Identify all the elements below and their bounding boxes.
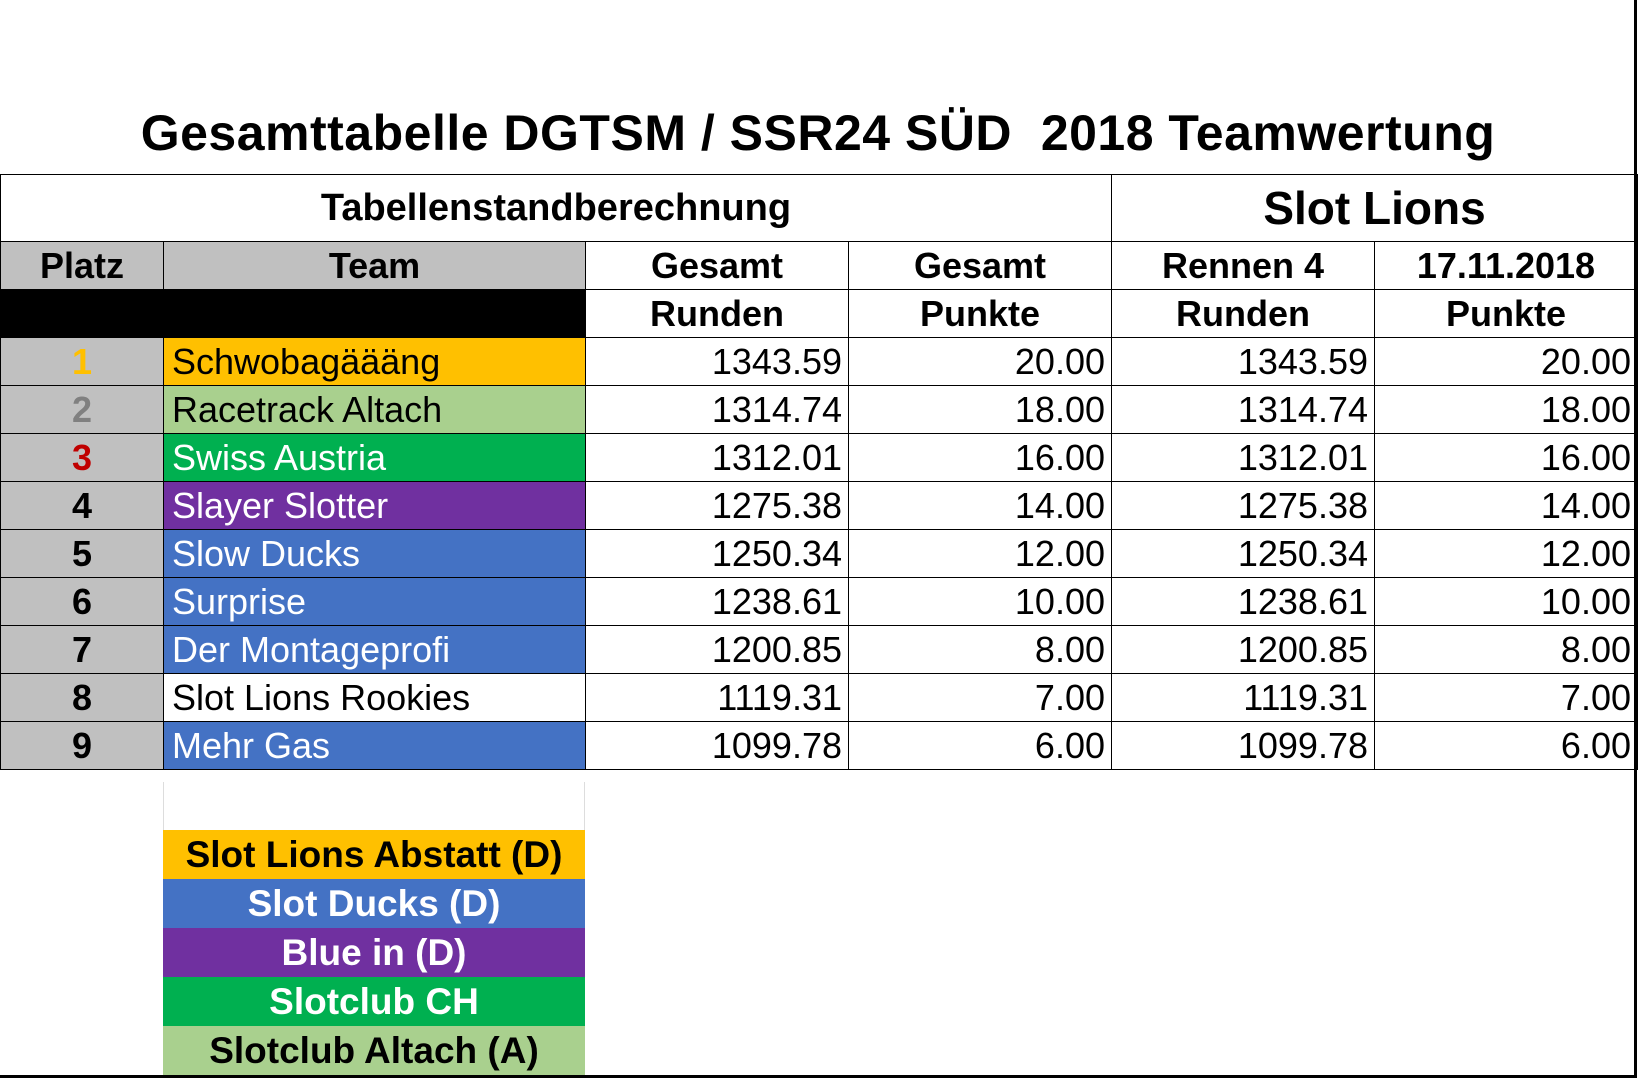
team-cell: Slow Ducks	[163, 529, 586, 578]
gesamt-runden-cell: 1250.34	[585, 529, 849, 578]
header-rennen: Rennen 4	[1111, 241, 1375, 290]
gesamt-punkte-cell: 12.00	[848, 529, 1112, 578]
rennen-runden-cell: 1119.31	[1111, 673, 1375, 722]
header-row-2: Runden Punkte Runden Punkte	[0, 289, 1638, 338]
legend-spacer	[163, 782, 585, 830]
gesamt-runden-cell: 1238.61	[585, 577, 849, 626]
rennen-punkte-cell: 12.00	[1374, 529, 1638, 578]
header-runden-2: Runden	[1111, 289, 1375, 338]
gesamt-runden-cell: 1200.85	[585, 625, 849, 674]
gesamt-punkte-cell: 6.00	[848, 721, 1112, 770]
table-row: 7 Der Montageprofi 1200.85 8.00 1200.85 8.00	[0, 625, 1638, 674]
section-title-calculation: Tabellenstandberechnung	[0, 174, 1112, 242]
rennen-punkte-cell: 16.00	[1374, 433, 1638, 482]
gesamt-runden-cell: 1099.78	[585, 721, 849, 770]
gesamt-runden-cell: 1312.01	[585, 433, 849, 482]
rennen-runden-cell: 1343.59	[1111, 337, 1375, 386]
table-row: 5 Slow Ducks 1250.34 12.00 1250.34 12.00	[0, 529, 1638, 578]
table-row: 1 Schwobagäääng 1343.59 20.00 1343.59 20.00	[0, 337, 1638, 386]
gesamt-runden-cell: 1119.31	[585, 673, 849, 722]
section-title-host: Slot Lions	[1111, 174, 1638, 242]
gesamt-punkte-cell: 20.00	[848, 337, 1112, 386]
table-row: 8 Slot Lions Rookies 1119.31 7.00 1119.31 7.0…	[0, 673, 1638, 722]
header-runden-1: Runden	[585, 289, 849, 338]
gesamt-punkte-cell: 8.00	[848, 625, 1112, 674]
rennen-runden-cell: 1200.85	[1111, 625, 1375, 674]
team-cell: Slayer Slotter	[163, 481, 586, 530]
rennen-punkte-cell: 8.00	[1374, 625, 1638, 674]
rennen-punkte-cell: 18.00	[1374, 385, 1638, 434]
rennen-runden-cell: 1275.38	[1111, 481, 1375, 530]
header-gesamt-runden: Gesamt	[585, 241, 849, 290]
platz-cell: 6	[0, 577, 164, 626]
header-punkte-1: Punkte	[848, 289, 1112, 338]
gesamt-punkte-cell: 10.00	[848, 577, 1112, 626]
platz-cell: 3	[0, 433, 164, 482]
team-cell: Racetrack Altach	[163, 385, 586, 434]
platz-cell: 9	[0, 721, 164, 770]
header-team: Team	[163, 241, 586, 290]
platz-cell: 4	[0, 481, 164, 530]
rennen-punkte-cell: 10.00	[1374, 577, 1638, 626]
table-row: 4 Slayer Slotter 1275.38 14.00 1275.38 14.00	[0, 481, 1638, 530]
platz-cell: 8	[0, 673, 164, 722]
table-row: 3 Swiss Austria 1312.01 16.00 1312.01 16.00	[0, 433, 1638, 482]
gesamt-punkte-cell: 14.00	[848, 481, 1112, 530]
legend-item: Slot Lions Abstatt (D)	[163, 830, 585, 879]
platz-cell: 2	[0, 385, 164, 434]
gesamt-runden-cell: 1343.59	[585, 337, 849, 386]
platz-cell: 1	[0, 337, 164, 386]
legend-item: Slotclub CH	[163, 977, 585, 1026]
section-row: Tabellenstandberechnung Slot Lions	[0, 174, 1638, 242]
header-team-sub	[163, 289, 586, 338]
header-platz: Platz	[0, 241, 164, 290]
legend-item: Slot Ducks (D)	[163, 879, 585, 928]
rennen-punkte-cell: 6.00	[1374, 721, 1638, 770]
club-color-legend: Slot Lions Abstatt (D) Slot Ducks (D) Blue…	[163, 782, 585, 1075]
rennen-punkte-cell: 14.00	[1374, 481, 1638, 530]
rennen-runden-cell: 1238.61	[1111, 577, 1375, 626]
rennen-runden-cell: 1099.78	[1111, 721, 1375, 770]
team-cell: Der Montageprofi	[163, 625, 586, 674]
rennen-runden-cell: 1312.01	[1111, 433, 1375, 482]
rennen-punkte-cell: 20.00	[1374, 337, 1638, 386]
gesamt-punkte-cell: 16.00	[848, 433, 1112, 482]
gesamt-runden-cell: 1314.74	[585, 385, 849, 434]
platz-cell: 7	[0, 625, 164, 674]
header-row-1: Platz Team Gesamt Gesamt Rennen 4 17.11.…	[0, 241, 1638, 290]
team-cell: Slot Lions Rookies	[163, 673, 586, 722]
rennen-runden-cell: 1314.74	[1111, 385, 1375, 434]
team-cell: Schwobagäääng	[163, 337, 586, 386]
header-punkte-2: Punkte	[1374, 289, 1638, 338]
table-row: 2 Racetrack Altach 1314.74 18.00 1314.74 18.0…	[0, 385, 1638, 434]
legend-item: Blue in (D)	[163, 928, 585, 977]
legend-item: Slotclub Altach (A)	[163, 1026, 585, 1075]
team-cell: Swiss Austria	[163, 433, 586, 482]
header-gesamt-punkte: Gesamt	[848, 241, 1112, 290]
rennen-runden-cell: 1250.34	[1111, 529, 1375, 578]
gesamt-runden-cell: 1275.38	[585, 481, 849, 530]
platz-cell: 5	[0, 529, 164, 578]
gesamt-punkte-cell: 7.00	[848, 673, 1112, 722]
page-title: Gesamttabelle DGTSM / SSR24 SÜD 2018 Tea…	[140, 105, 1496, 161]
team-cell: Surprise	[163, 577, 586, 626]
gesamt-punkte-cell: 18.00	[848, 385, 1112, 434]
header-date: 17.11.2018	[1374, 241, 1638, 290]
rennen-punkte-cell: 7.00	[1374, 673, 1638, 722]
standings-table: Tabellenstandberechnung Slot Lions Platz…	[0, 174, 1638, 770]
team-cell: Mehr Gas	[163, 721, 586, 770]
header-platz-sub	[0, 289, 164, 338]
table-row: 6 Surprise 1238.61 10.00 1238.61 10.00	[0, 577, 1638, 626]
table-row: 9 Mehr Gas 1099.78 6.00 1099.78 6.00	[0, 721, 1638, 770]
